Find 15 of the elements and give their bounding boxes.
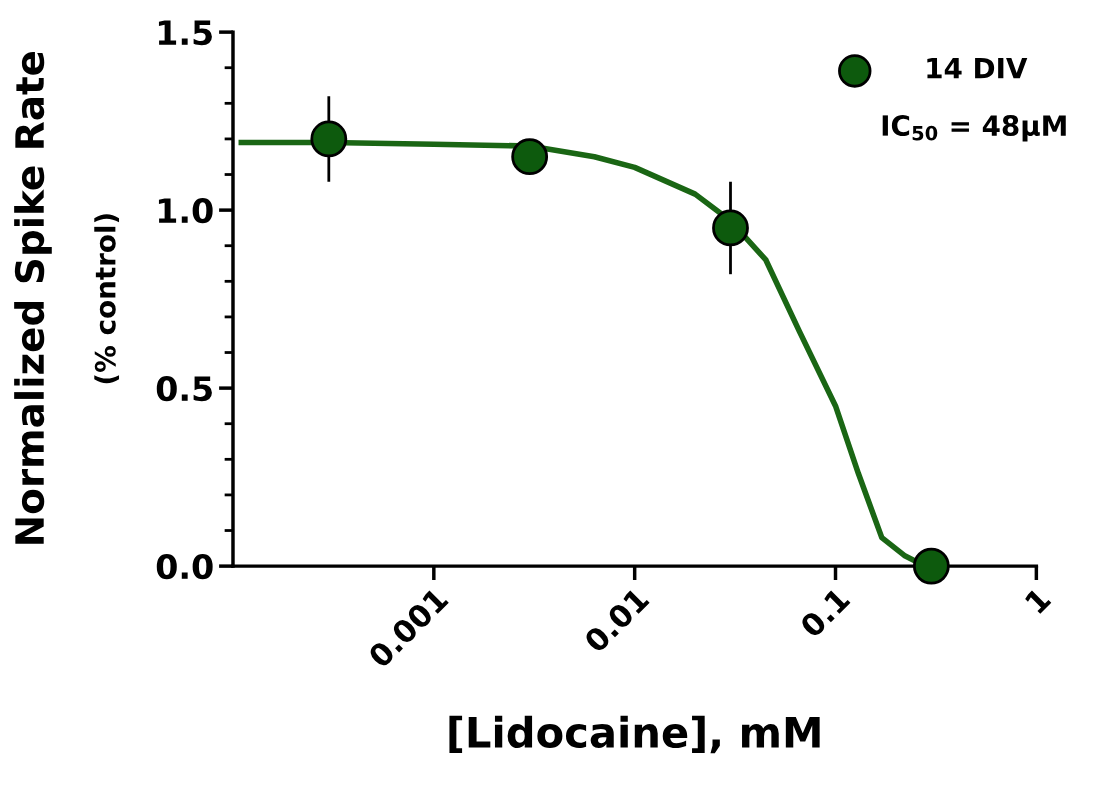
x-tick-label: 1 xyxy=(1024,587,1052,614)
y-tick-label: 0.0 xyxy=(156,554,213,580)
point xyxy=(310,120,348,158)
y-tick-label: 0.5 xyxy=(156,376,212,402)
y-tick-label: 1.5 xyxy=(158,20,212,46)
x-tick-label: 0.1 xyxy=(798,586,851,639)
annotation: IC$_{50}$ = 48µM xyxy=(882,115,1066,142)
point xyxy=(712,209,749,247)
point xyxy=(912,547,950,585)
y-tick-label: 1.0 xyxy=(158,198,213,224)
y-axis-title: Normalized Spike Rate xyxy=(14,51,52,544)
legend-label: 14 DIV xyxy=(927,57,1028,79)
point xyxy=(511,138,549,176)
x-axis-title: [Lidocaine], mM xyxy=(449,715,820,754)
text: (% control) xyxy=(94,214,120,384)
